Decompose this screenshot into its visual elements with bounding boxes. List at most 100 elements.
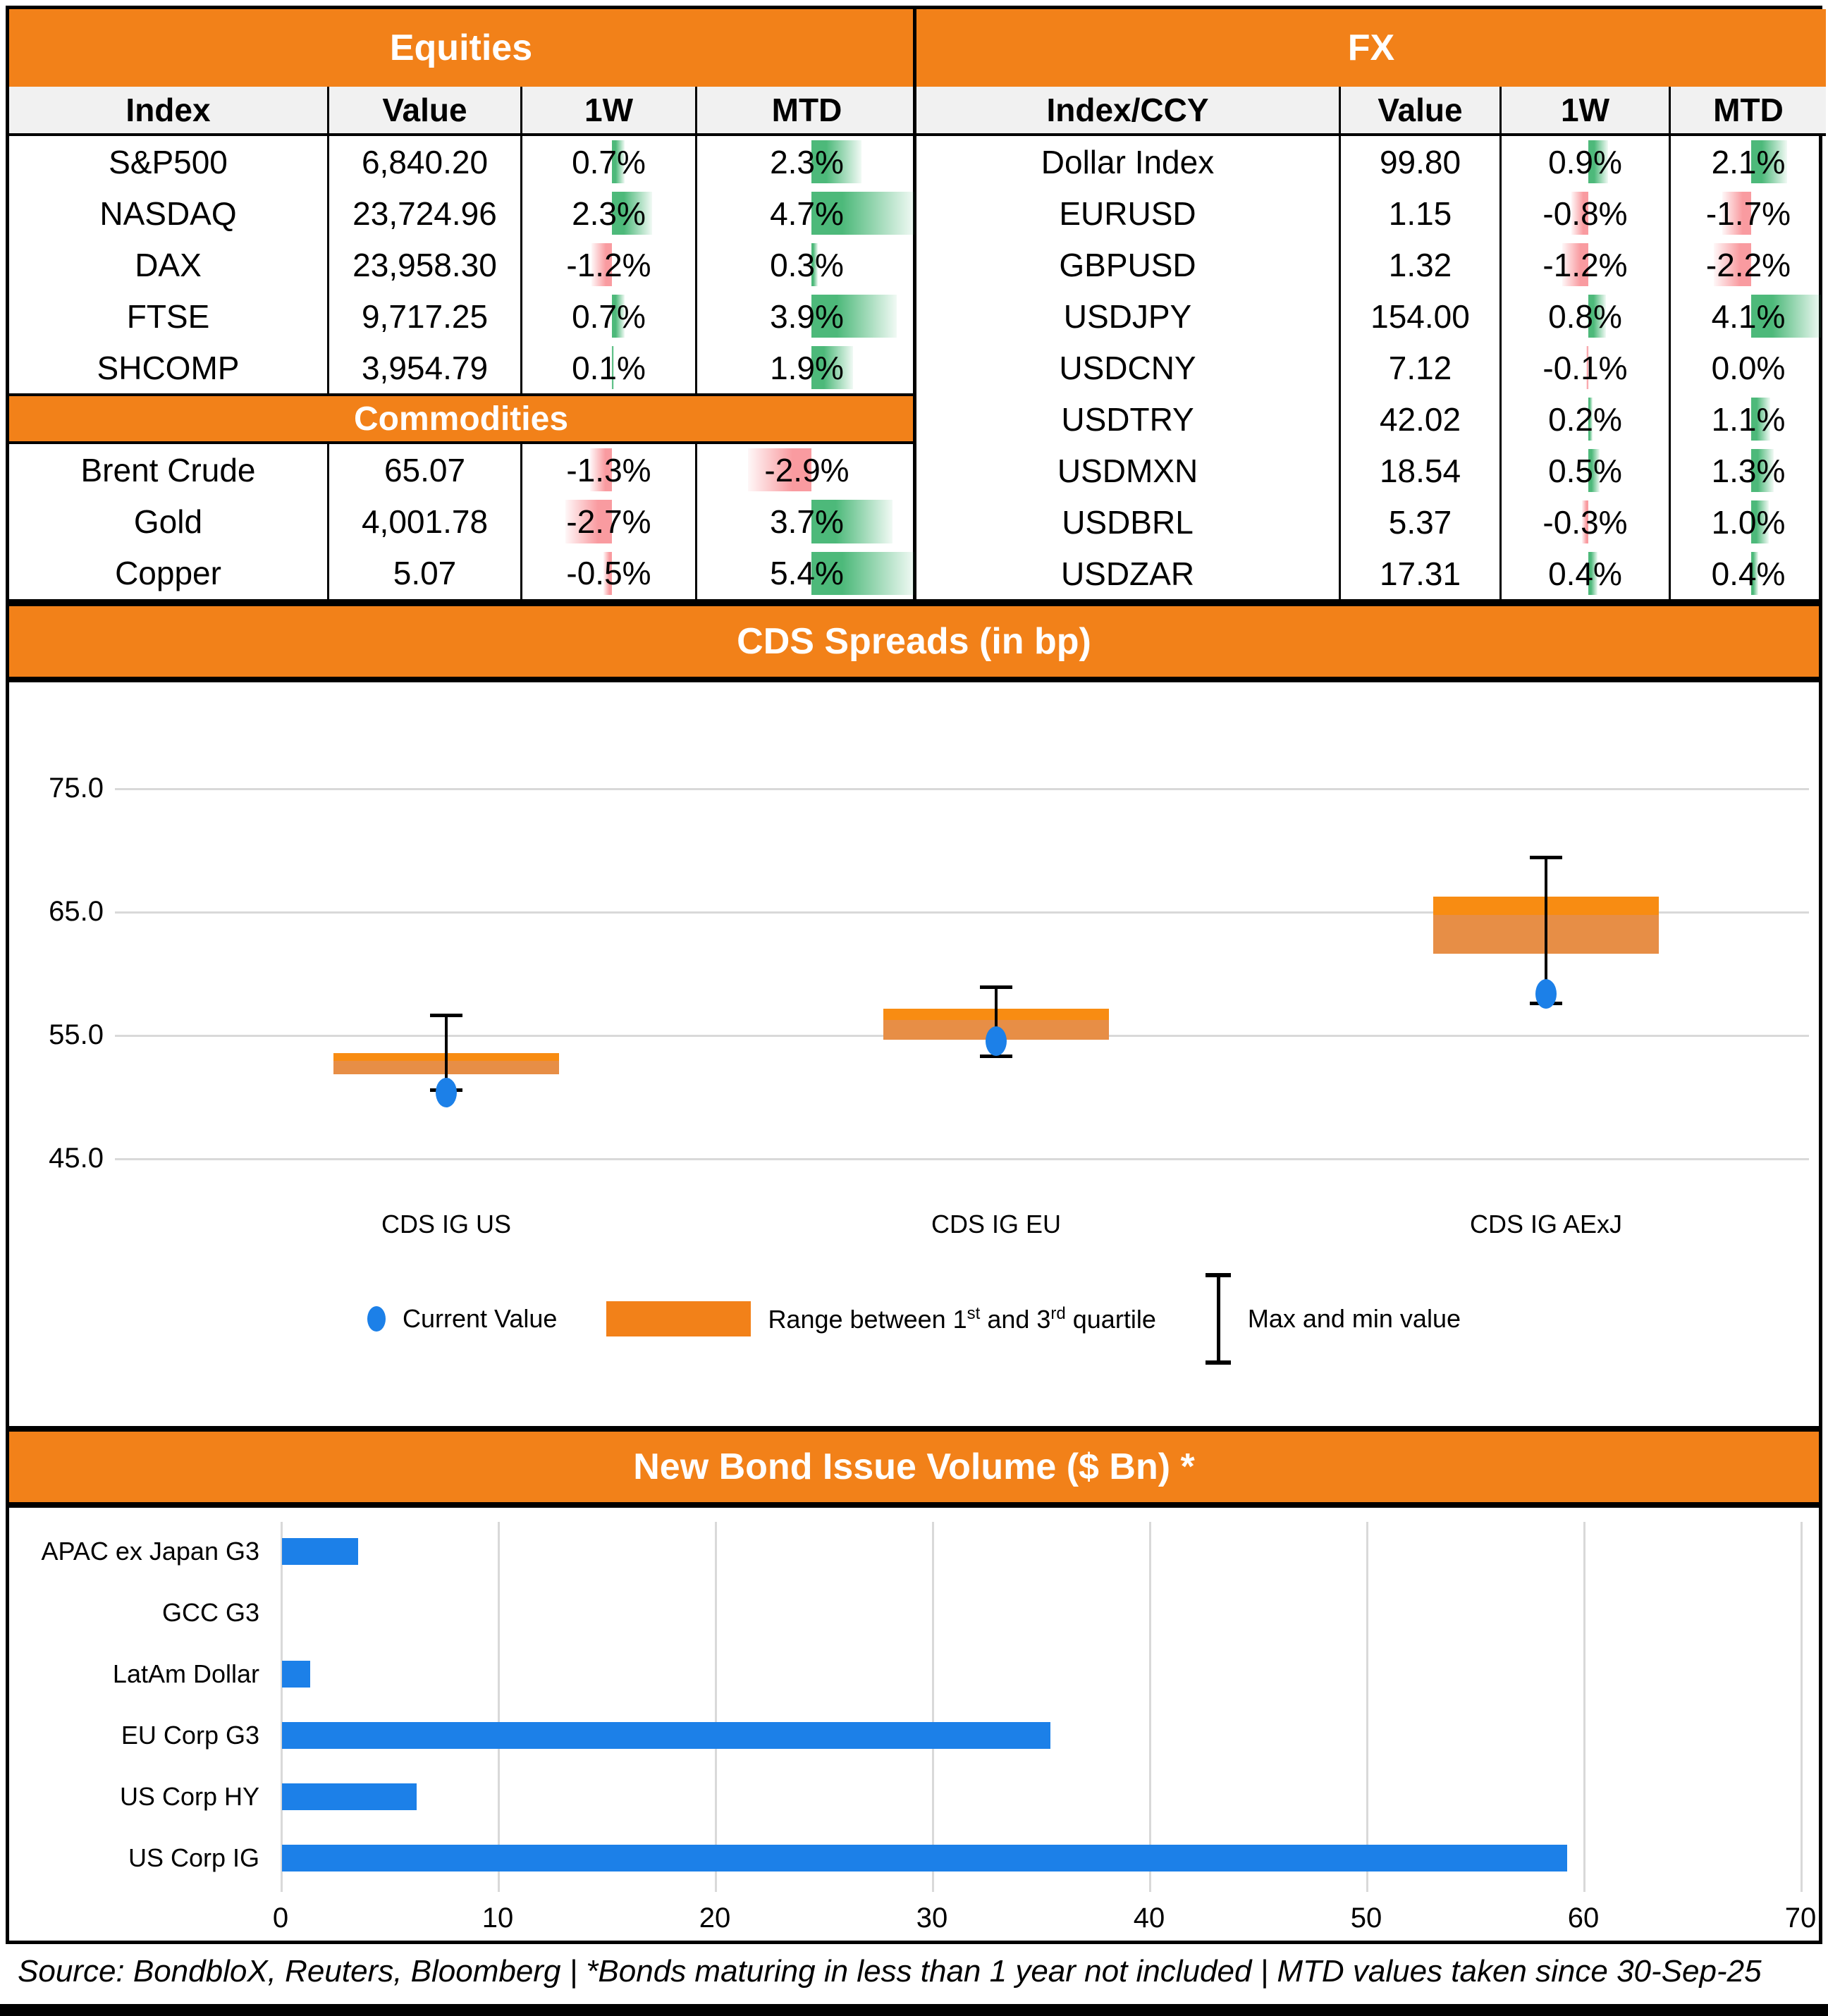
fx-row-6: USDMXN 18.54 0.5% 1.3% [916, 445, 1826, 496]
data-bar [1751, 448, 1774, 493]
mtd-cell: 0.0% [1711, 349, 1786, 386]
1w-cell: 0.2% [1502, 393, 1671, 445]
bond-volume-title: New Bond Issue Volume ($ Bn) * [633, 1446, 1195, 1487]
gridline [1801, 1522, 1803, 1892]
bar-label: US Corp HY [119, 1782, 259, 1811]
fx-table: FX Index/CCY Value 1W MTD Dollar Index 99.80… [916, 9, 1826, 599]
name-cell: S&P500 [9, 136, 329, 188]
gridline [715, 1522, 717, 1892]
whisker-cap-max [1530, 856, 1562, 860]
mtd-cell: 1.3% [1671, 445, 1826, 496]
mtd-cell: 4.1% [1671, 290, 1826, 342]
data-bar [1586, 345, 1589, 390]
name-cell: USDCNY [916, 342, 1341, 393]
commodities-rows: Brent Crude 65.07 -1.3% -2.9% Gold 4,001.78 -2… [9, 444, 916, 599]
data-bar [1751, 294, 1822, 338]
name-cell: DAX [9, 239, 329, 290]
equities-table: Equities Index Value 1W MTD S&P500 6,840.20 0… [9, 9, 916, 599]
fx-section-header: FX [916, 9, 1826, 87]
mtd-cell: 1.0% [1671, 496, 1826, 548]
current-value-dot-icon [367, 1306, 386, 1332]
value-cell: 7.12 [1341, 342, 1502, 393]
equities-rows: S&P500 6,840.20 0.7% 2.3% NASDAQ 23,724.96 2.3… [9, 136, 916, 393]
data-bar [811, 294, 897, 338]
x-tick-label: 10 [481, 1903, 514, 1934]
data-bar [811, 551, 914, 596]
bar-label: EU Corp G3 [121, 1721, 259, 1750]
column-header-1w: 1W [1502, 87, 1671, 133]
column-header-1w: 1W [522, 87, 697, 133]
equities-row-1: NASDAQ 23,724.96 2.3% 4.7% [9, 188, 916, 239]
data-bar [811, 191, 914, 235]
equities-row-0: S&P500 6,840.20 0.7% 2.3% [9, 136, 913, 188]
data-bar [747, 448, 811, 492]
1w-cell: 0.7% [522, 290, 697, 342]
whisker-cap-min [980, 1055, 1012, 1059]
data-bar [1562, 242, 1589, 287]
value-cell: 9,717.25 [329, 290, 522, 342]
data-bar [1571, 191, 1589, 235]
name-cell: Gold [9, 496, 329, 548]
1w-cell: -0.1% [1502, 342, 1671, 393]
bond-volume-header: New Bond Issue Volume ($ Bn) * [6, 1428, 1822, 1506]
bar-label: GCC G3 [161, 1598, 259, 1627]
commodities-row-0: Brent Crude 65.07 -1.3% -2.9% [9, 444, 913, 496]
fx-column-headers: Index/CCY Value 1W MTD [916, 87, 1826, 136]
equities-section-header: Equities [9, 9, 913, 87]
name-cell: Brent Crude [9, 444, 329, 496]
gridline [115, 1158, 1809, 1160]
current-value-dot [1535, 979, 1557, 1009]
mtd-cell: 2.3% [697, 136, 916, 188]
name-cell: USDMXN [916, 445, 1341, 496]
whisker-line [445, 1014, 448, 1092]
mtd-cell: 4.7% [697, 188, 916, 239]
gridline [1149, 1522, 1151, 1892]
data-bar [811, 140, 862, 184]
data-bar [612, 294, 625, 338]
value-cell: 23,958.30 [329, 239, 522, 290]
bar [282, 1661, 311, 1688]
tables-section: Equities Index Value 1W MTD S&P500 6,840.20 0… [6, 6, 1826, 603]
mtd-cell: -1.7% [1671, 188, 1826, 239]
value-cell: 23,724.96 [329, 188, 522, 239]
x-tick-label: 50 [1350, 1903, 1382, 1934]
whisker-line [995, 985, 998, 1059]
data-bar [1751, 397, 1770, 441]
cds-spreads-title: CDS Spreads (in bp) [737, 621, 1091, 662]
data-bar [565, 500, 613, 543]
y-tick-label: 65.0 [49, 896, 104, 927]
x-tick-label: 60 [1567, 1903, 1600, 1934]
value-cell: 5.37 [1341, 496, 1502, 548]
bar-label: LatAm Dollar [112, 1659, 259, 1688]
category-label: CDS IG EU [931, 1210, 1062, 1239]
bottom-divider-bar [0, 2004, 1828, 2016]
mtd-cell: 5.4% [697, 548, 916, 599]
column-header-value: Value [329, 87, 522, 133]
data-bar [603, 551, 613, 596]
current-value-dot [986, 1026, 1007, 1056]
mtd-cell: 3.9% [697, 290, 916, 342]
1w-cell: -2.7% [522, 496, 697, 548]
category-label: CDS IG AExJ [1469, 1210, 1623, 1239]
data-bar [1588, 397, 1593, 441]
value-cell: 17.31 [1341, 548, 1502, 599]
value-cell: 6,840.20 [329, 136, 522, 188]
bond-volume-chart: 0 10 20 30 40 50 60 70 APAC ex Japan G3 GCC G3 Lat… [6, 1504, 1822, 1944]
legend-item-max-min: Max and min value [1205, 1273, 1461, 1365]
cds-spreads-header: CDS Spreads (in bp) [6, 603, 1822, 680]
whisker-cap-max [980, 985, 1012, 989]
column-header-index-ccy: Index/CCY [916, 87, 1341, 133]
name-cell: Copper [9, 547, 329, 599]
value-cell: 1.15 [1341, 188, 1502, 239]
fx-row-8: USDZAR 17.31 0.4% 0.4% [916, 548, 1826, 599]
mtd-cell: 1.9% [697, 342, 916, 393]
data-bar [589, 448, 613, 492]
1w-cell: -0.3% [1502, 496, 1671, 548]
mtd-cell: -2.9% [697, 444, 916, 496]
data-bar [1588, 551, 1597, 596]
value-cell: 99.80 [1341, 136, 1502, 188]
fx-title: FX [1347, 27, 1395, 68]
column-header-index: Index [9, 87, 329, 133]
1w-cell: -1.2% [1502, 239, 1671, 290]
